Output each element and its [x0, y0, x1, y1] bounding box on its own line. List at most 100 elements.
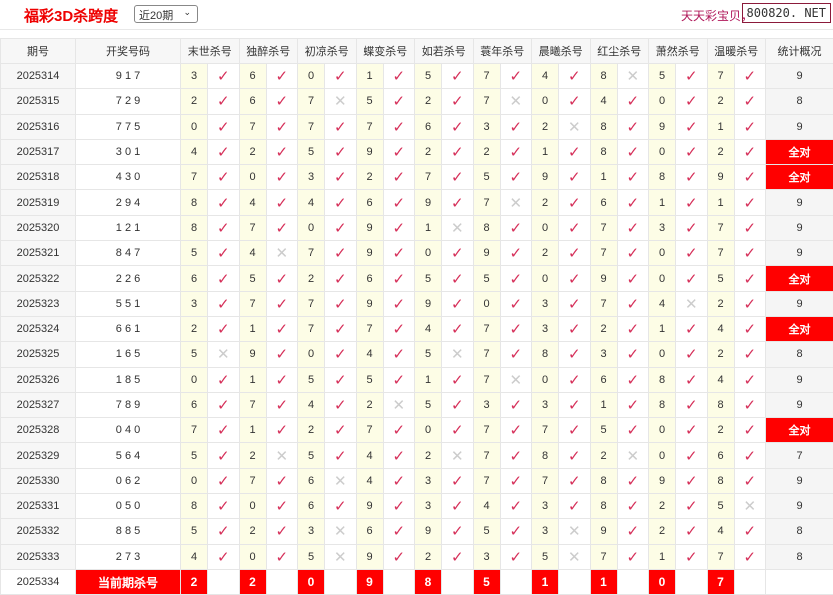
kill-number-cell: 2	[706, 290, 735, 317]
kill-number-cell: 0	[648, 138, 676, 166]
kill-number-cell: 0	[238, 493, 267, 520]
kill-number-cell: 9	[648, 467, 676, 495]
check-icon: ✓	[382, 240, 415, 267]
check-icon: ✓	[733, 214, 766, 242]
check-icon: ✓	[324, 138, 357, 166]
kill-number-cell: 4	[180, 138, 208, 166]
table-row: 2025331 0 5 0 8 ✓ 0 ✓ 6 ✓ 9 ✓ 3 ✓ 4 ✓ 3 ✓ 8 ✓ 2 ✓ 5 ✕ 9	[0, 493, 833, 520]
kill-number-cell: 0	[531, 88, 559, 115]
check-icon: ✓	[265, 214, 298, 242]
kill-number-cell: 4	[238, 240, 267, 267]
kill-number-cell: 7	[472, 366, 501, 393]
kill-number-cell: 7	[180, 417, 208, 444]
check-icon: ✓	[675, 88, 708, 115]
draw-number-cell: 2 9 4	[75, 189, 181, 216]
draw-number-cell: 8 8 5	[75, 518, 181, 545]
kill-number-cell: 7	[297, 315, 325, 343]
kill-number-cell: 0	[180, 113, 208, 140]
site-link[interactable]: 800820. NET	[741, 3, 831, 23]
check-icon: ✓	[382, 315, 415, 343]
check-icon: ✓	[207, 518, 240, 545]
kill-number-cell: 3	[180, 62, 208, 90]
kill-number-cell: 0	[414, 417, 442, 444]
kill-number-cell: 1	[648, 189, 676, 216]
check-icon: ✓	[558, 62, 591, 90]
check-icon: ✓	[616, 391, 649, 419]
cross-icon: ✕	[324, 543, 357, 570]
column-header: 统计概况	[765, 38, 833, 64]
check-icon: ✓	[207, 315, 240, 343]
cross-icon: ✕	[441, 214, 474, 242]
check-icon: ✓	[265, 290, 298, 317]
kill-number-cell: 8	[706, 391, 735, 419]
kill-number-cell: 7	[589, 543, 618, 570]
check-icon: ✓	[616, 493, 649, 520]
cross-icon: ✕	[558, 543, 591, 570]
kill-number-cell: 2	[706, 138, 735, 166]
column-header: 蓑年杀号	[472, 38, 532, 64]
issue-cell: 2025317	[0, 138, 76, 166]
check-icon: ✓	[499, 518, 532, 545]
check-icon: ✓	[207, 62, 240, 90]
check-icon: ✓	[558, 240, 591, 267]
kill-number-cell: 2	[648, 493, 676, 520]
empty-cell	[499, 568, 532, 595]
check-icon: ✓	[441, 113, 474, 140]
check-icon: ✓	[675, 189, 708, 216]
check-icon: ✓	[441, 88, 474, 115]
draw-number-cell: 5 5 1	[75, 290, 181, 317]
check-icon: ✓	[265, 189, 298, 216]
check-icon: ✓	[265, 315, 298, 343]
kill-number-cell: 8	[531, 442, 559, 469]
check-icon: ✓	[324, 391, 357, 419]
kill-number-cell: 1	[589, 164, 618, 191]
kill-number-cell: 4	[706, 518, 735, 545]
kill-number-cell: 3	[180, 290, 208, 317]
kill-number-cell: 3	[297, 164, 325, 191]
check-icon: ✓	[499, 493, 532, 520]
kill-number-cell: 2	[472, 138, 501, 166]
check-icon: ✓	[675, 366, 708, 393]
kill-number-cell: 2	[180, 315, 208, 343]
kill-number-cell: 0	[472, 290, 501, 317]
kill-number-cell: 0	[180, 467, 208, 495]
check-icon: ✓	[382, 442, 415, 469]
kill-number-cell: 0	[297, 341, 325, 368]
kill-number-cell: 1	[648, 315, 676, 343]
kill-number-cell: 8	[589, 467, 618, 495]
period-select[interactable]: 近20期 ⌄	[134, 5, 198, 23]
kill-number-cell: 3	[589, 341, 618, 368]
kill-number-cell: 9	[472, 240, 501, 267]
check-icon: ✓	[207, 290, 240, 317]
cross-icon: ✕	[616, 442, 649, 469]
check-icon: ✓	[324, 315, 357, 343]
issue-cell: 2025327	[0, 391, 76, 419]
kill-number-cell: 3	[414, 493, 442, 520]
check-icon: ✓	[733, 366, 766, 393]
table-row: 2025327 7 8 9 6 ✓ 7 ✓ 4 ✓ 2 ✕ 5 ✓ 3 ✓ 3 ✓ 1 ✓ 8 ✓ 8 ✓ 9	[0, 391, 833, 419]
kill-number-cell: 1	[238, 315, 267, 343]
kill-number-cell: 7	[531, 417, 559, 444]
issue-cell: 2025314	[0, 62, 76, 90]
check-icon: ✓	[382, 493, 415, 520]
kill-number-cell: 9	[589, 265, 618, 292]
check-icon: ✓	[265, 164, 298, 191]
kill-table: 期号 开奖号码 末世杀号 独醉杀号 初凉杀号 蝶变杀号 如若杀号 蓑年杀号 晨曦杀号 红尘杀号 萧然…	[0, 38, 833, 595]
kill-number-cell: 5	[355, 88, 384, 115]
kill-number-cell: 9	[355, 240, 384, 267]
check-icon: ✓	[499, 290, 532, 317]
table-row: 2025325 1 6 5 5 ✕ 9 ✓ 0 ✓ 4 ✓ 5 ✕ 7 ✓ 8 ✓ 3 ✓ 0 ✓ 2 ✓ 8	[0, 341, 833, 368]
check-icon: ✓	[499, 417, 532, 444]
column-header: 如若杀号	[414, 38, 474, 64]
draw-number-cell: 9 1 7	[75, 62, 181, 90]
kill-number-cell: 9	[355, 543, 384, 570]
check-icon: ✓	[558, 391, 591, 419]
kill-number-cell: 4	[355, 442, 384, 469]
kill-number-cell: 6	[297, 467, 325, 495]
kill-number-cell: 3	[297, 518, 325, 545]
check-icon: ✓	[675, 265, 708, 292]
kill-number-cell: 0	[531, 265, 559, 292]
cross-icon: ✕	[324, 518, 357, 545]
draw-number-cell: 5 6 4	[75, 442, 181, 469]
check-icon: ✓	[733, 315, 766, 343]
